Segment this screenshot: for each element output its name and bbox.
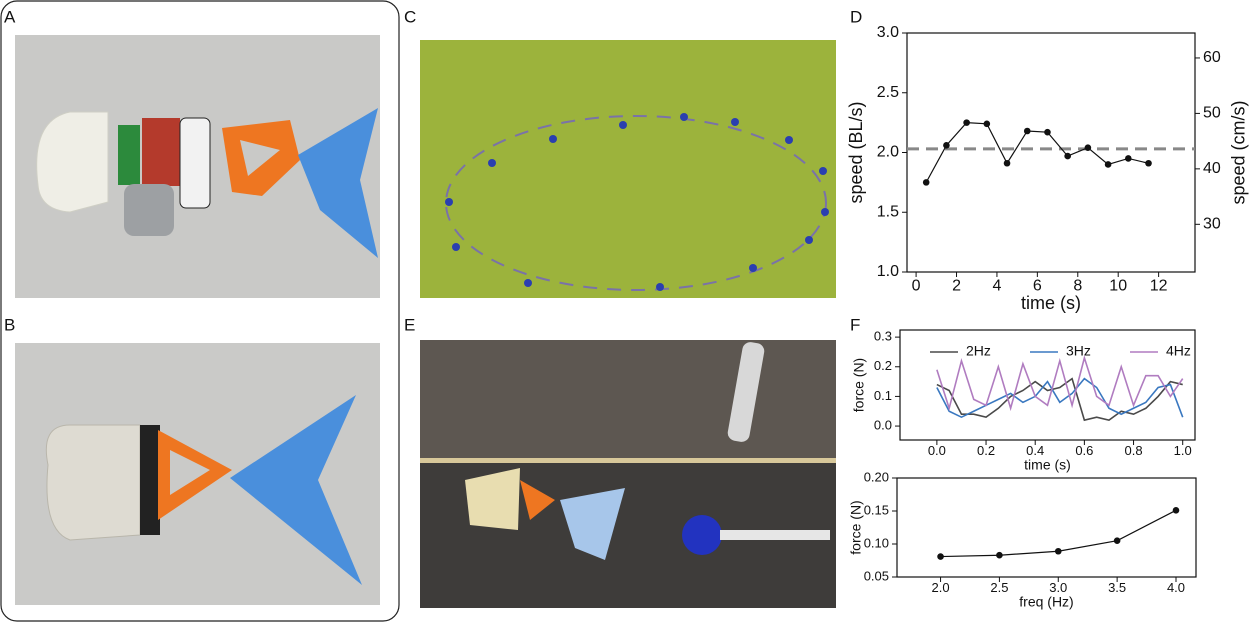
data-point [923,179,930,186]
photo-c [420,40,836,298]
x-tick-label: 4 [992,278,1001,295]
data-point [996,552,1003,559]
x-tick-label: 10 [1109,278,1127,295]
data-point [1085,144,1092,151]
y-axis-label: force (N) [847,500,863,554]
y2-tick-label: 60 [1203,49,1221,66]
y-tick-label: 0.1 [874,388,892,403]
data-point [984,121,991,128]
data-point [1055,548,1062,555]
y-tick-label: 3.0 [877,24,899,41]
panel-label: C [404,7,416,26]
data-point [1024,128,1031,135]
x-tick-label: 2 [952,278,961,295]
y-axis-label: speed (BL/s) [846,101,866,203]
y2-tick-label: 30 [1203,216,1221,233]
legend-label: 2Hz [966,343,991,359]
data-point [1114,537,1121,544]
data-point [963,119,970,126]
y2-tick-label: 40 [1203,160,1221,177]
panel-label: D [850,7,862,26]
y-tick-label: 0.20 [864,469,889,484]
y-tick-label: 1.0 [877,263,899,280]
data-line [937,358,1183,408]
panel-label: B [4,315,15,334]
data-line [926,123,1148,183]
y-tick-label: 2.0 [877,144,899,161]
legend-label: 3Hz [1066,343,1091,359]
x-axis-label: time (s) [1024,457,1071,473]
y2-axis-label: speed (cm/s) [1229,100,1249,204]
x-tick-label: 2.0 [932,580,950,595]
plot-frame [897,478,1196,577]
y-axis-label: force (N) [850,358,866,412]
x-tick-label: 12 [1150,278,1168,295]
x-tick-label: 3.5 [1108,580,1126,595]
plot-frame [907,33,1195,272]
figure: ABCDEF0246810121.01.52.02.53.0time (s)sp… [0,0,1256,623]
photo-e [420,340,836,608]
x-tick-label: 0.8 [1125,443,1143,458]
y-tick-label: 0.05 [864,568,889,583]
data-point [943,142,950,149]
plot-frame [900,330,1195,440]
data-point [1125,155,1132,162]
data-point [1105,161,1112,168]
x-tick-label: 0.6 [1075,443,1093,458]
y2-tick-label: 50 [1203,105,1221,122]
data-point [1145,160,1152,167]
x-tick-label: 0.2 [977,443,995,458]
data-point [1044,129,1051,136]
data-point [1004,160,1011,167]
x-tick-label: 0.0 [928,443,946,458]
y-tick-label: 0.10 [864,535,889,550]
data-point [1173,507,1180,514]
x-axis-label: freq (Hz) [1019,594,1073,610]
data-point [937,553,944,560]
y-tick-label: 0.15 [864,502,889,517]
y-tick-label: 2.5 [877,84,899,101]
legend-label: 4Hz [1166,343,1191,359]
data-point [1064,153,1071,160]
y-tick-label: 0.0 [874,418,892,433]
photo-b [15,343,380,605]
x-tick-label: 4.0 [1167,580,1185,595]
x-tick-label: 0 [912,278,921,295]
y-tick-label: 0.2 [874,358,892,373]
x-tick-label: 2.5 [990,580,1008,595]
panel-label: F [850,315,860,334]
y-tick-label: 1.5 [877,203,899,220]
x-axis-label: time (s) [1021,293,1081,313]
panel-label: E [404,315,415,334]
panel-label: A [4,7,16,26]
x-tick-label: 1.0 [1174,443,1192,458]
y-tick-label: 0.3 [874,329,892,344]
photo-a [15,35,380,298]
